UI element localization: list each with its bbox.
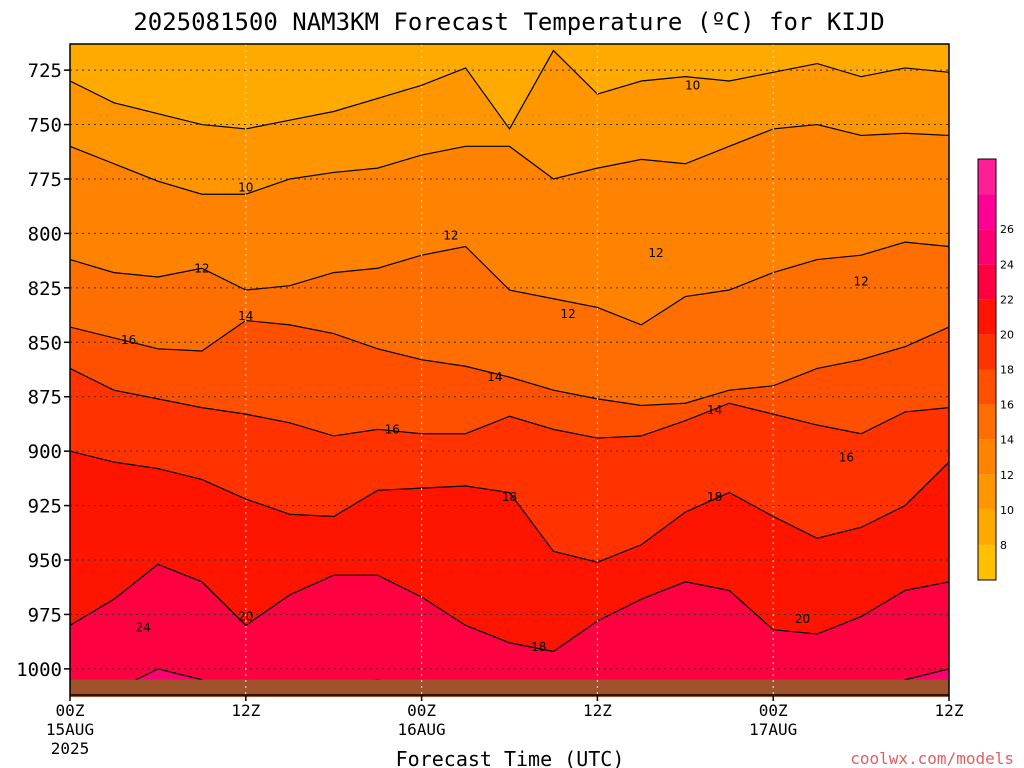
isotherm-labels: 10 10 12 12 12 12 12 14 14 14 16 16 16 18 18 18 20 20 24: [121, 78, 869, 654]
contour-label: 12: [853, 274, 868, 288]
ground-terrain: [70, 679, 949, 697]
y-tick-label: 800: [28, 223, 62, 245]
y-tick-label: 775: [28, 169, 62, 191]
colorbar-swatch: [978, 439, 996, 475]
colorbar-swatch: [978, 194, 996, 230]
colorbar-swatch: [978, 334, 996, 370]
temperature-fills: [70, 44, 949, 695]
colorbar-label: 26: [1000, 223, 1014, 236]
grid: [69, 44, 950, 695]
isotherm-20C: [70, 450, 949, 563]
isotherm-18C: [70, 367, 949, 439]
colorbar-label: 14: [1000, 434, 1014, 447]
colorbar-swatch: [978, 404, 996, 440]
colorbar-label: 12: [1000, 469, 1014, 482]
contour-label: 18: [502, 490, 517, 504]
contour-label: 10: [685, 78, 700, 92]
colorbar-label: 18: [1000, 364, 1014, 377]
isotherm-14C: [70, 241, 949, 326]
colorbar-swatch: [978, 229, 996, 265]
source-credit: coolwx.com/models: [850, 749, 1014, 768]
plot-area: 10 10 12 12 12 12 12 14 14 14 16 16 16 18 18 18 20 20 24: [69, 44, 950, 697]
y-tick-label: 850: [28, 332, 62, 354]
colorbar-label: 10: [1000, 504, 1014, 517]
x-tick-label: 12Z: [583, 701, 612, 720]
x-tick-date: 17AUG: [749, 720, 797, 739]
colorbar-label: 22: [1000, 293, 1014, 306]
y-tick-label: 725: [28, 60, 62, 82]
contour-label: 14: [238, 309, 253, 323]
plot-frame: [69, 43, 950, 696]
isotherm-16C: [70, 319, 949, 407]
x-tick-label: 00Z: [56, 701, 85, 720]
colorbar-label: 16: [1000, 399, 1014, 412]
x-tick-date: 15AUG: [46, 720, 94, 739]
y-tick-label: 975: [28, 604, 62, 626]
y-tick-label: 825: [28, 278, 62, 300]
x-tick-label: 12Z: [231, 701, 260, 720]
contour-label: 16: [839, 451, 854, 465]
colorbar-swatch: [978, 369, 996, 405]
colorbar-swatch: [978, 264, 996, 300]
colorbar-swatch: [978, 159, 996, 195]
colorbar-label: 20: [1000, 328, 1014, 341]
contour-label: 20: [795, 612, 810, 626]
colorbar-frame: [977, 158, 997, 581]
x-tick-label: 12Z: [935, 701, 964, 720]
x-tick-label: 00Z: [759, 701, 788, 720]
y-tick-label: 950: [28, 550, 62, 572]
isotherm-10C: [70, 49, 949, 131]
isotherm-12C: [70, 123, 949, 195]
x-axis-label: Forecast Time (UTC): [396, 747, 625, 768]
y-tick-label: 925: [28, 496, 62, 518]
isotherm-22C: [70, 563, 949, 653]
contour-label: 24: [136, 621, 151, 635]
contour-label: 18: [707, 490, 722, 504]
colorbar-swatch: [978, 299, 996, 335]
contour-label: 16: [385, 422, 400, 436]
colorbar-label: 8: [1000, 539, 1007, 552]
contour-label: 12: [443, 229, 458, 243]
colorbar-swatch: [978, 509, 996, 545]
contour-label: 14: [707, 403, 722, 417]
contour-label: 14: [487, 370, 502, 384]
contour-label: 12: [194, 261, 209, 275]
contour-label: 16: [121, 333, 136, 347]
colorbar-label: 24: [1000, 258, 1014, 271]
x-tick-date: 16AUG: [398, 720, 446, 739]
y-tick-label: 875: [28, 387, 62, 409]
contour-label: 12: [648, 246, 663, 260]
colorbar-swatch: [978, 544, 996, 580]
contour-label: 20: [238, 610, 253, 624]
x-tick-label: 00Z: [407, 701, 436, 720]
colorbar-legend: 8 10 12 14 16 18 20 22 24 26: [977, 158, 1014, 581]
contour-label: 12: [560, 307, 575, 321]
y-tick-label: 900: [28, 441, 62, 463]
chart-title: 2025081500 NAM3KM Forecast Temperature (…: [133, 8, 884, 36]
y-tick-label: 750: [28, 115, 62, 137]
axes: 725 750 775 800 825 850 875 900 925 950 975 1000 00Z…: [16, 43, 964, 758]
x-tick-year: 2025: [51, 739, 90, 758]
y-tick-label: 1000: [16, 659, 62, 681]
contour-label: 10: [238, 181, 253, 195]
colorbar-swatch: [978, 474, 996, 510]
band-22C: [70, 564, 949, 695]
contour-label: 18: [531, 640, 546, 654]
